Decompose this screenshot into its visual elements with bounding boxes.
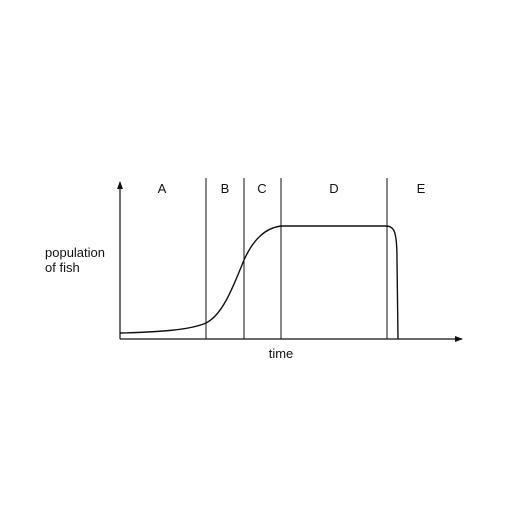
y-axis-label-line2: of fish xyxy=(45,260,80,275)
population-curve xyxy=(119,225,399,340)
phase-label-a: A xyxy=(158,181,167,196)
phase-label-d: D xyxy=(329,181,338,196)
y-axis-label: population of fish xyxy=(45,245,109,275)
phase-label-e: E xyxy=(417,181,426,196)
phase-label-b: B xyxy=(221,181,230,196)
phase-label-c: C xyxy=(257,181,266,196)
y-axis-label-line1: population xyxy=(45,245,105,260)
x-axis-label: time xyxy=(269,346,294,361)
